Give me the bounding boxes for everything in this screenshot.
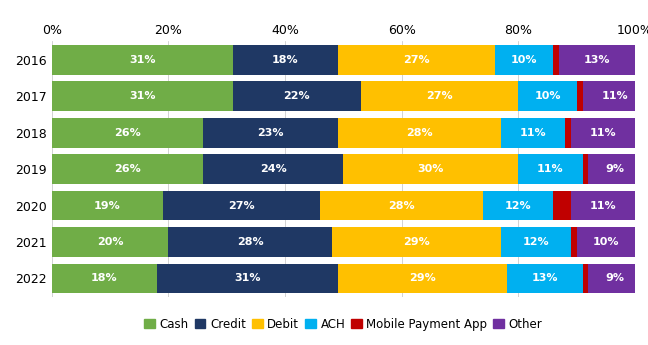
Bar <box>52 81 233 111</box>
Bar <box>52 190 163 220</box>
Bar <box>577 227 635 257</box>
Text: 29%: 29% <box>403 237 430 247</box>
Text: 24%: 24% <box>260 164 287 174</box>
Bar <box>52 118 203 148</box>
Bar <box>338 264 507 293</box>
Bar <box>168 227 332 257</box>
Bar <box>338 118 501 148</box>
Text: 19%: 19% <box>94 200 121 210</box>
Bar <box>52 154 203 184</box>
Bar <box>52 227 168 257</box>
Bar <box>332 227 501 257</box>
Text: 23%: 23% <box>257 128 284 138</box>
Bar <box>233 81 361 111</box>
Text: 28%: 28% <box>406 128 433 138</box>
Text: 12%: 12% <box>505 200 532 210</box>
Text: 11%: 11% <box>601 91 628 101</box>
Text: 13%: 13% <box>584 55 610 65</box>
Text: 10%: 10% <box>511 55 537 65</box>
Bar <box>507 264 583 293</box>
Text: 11%: 11% <box>590 128 616 138</box>
Text: 26%: 26% <box>114 128 141 138</box>
Bar <box>553 190 571 220</box>
Bar <box>338 45 495 75</box>
Bar <box>518 154 583 184</box>
Bar <box>583 264 588 293</box>
Bar <box>203 118 338 148</box>
Text: 22%: 22% <box>283 91 310 101</box>
Legend: Cash, Credit, Debit, ACH, Mobile Payment App, Other: Cash, Credit, Debit, ACH, Mobile Payment… <box>140 313 547 335</box>
Bar <box>361 81 518 111</box>
Text: 10%: 10% <box>535 91 561 101</box>
Bar <box>559 45 635 75</box>
Bar <box>571 118 635 148</box>
Text: 31%: 31% <box>129 55 156 65</box>
Bar <box>553 45 559 75</box>
Bar <box>163 190 320 220</box>
Bar <box>583 154 588 184</box>
Text: 28%: 28% <box>237 237 264 247</box>
Text: 12%: 12% <box>522 237 550 247</box>
Text: 26%: 26% <box>114 164 141 174</box>
Text: 11%: 11% <box>590 200 616 210</box>
Text: 11%: 11% <box>537 164 564 174</box>
Bar <box>233 45 338 75</box>
Bar <box>571 190 635 220</box>
Text: 18%: 18% <box>91 274 118 284</box>
Text: 27%: 27% <box>228 200 255 210</box>
Bar <box>501 227 571 257</box>
Bar <box>203 154 343 184</box>
Text: 9%: 9% <box>605 164 624 174</box>
Text: 31%: 31% <box>234 274 260 284</box>
Bar <box>583 81 647 111</box>
Text: 11%: 11% <box>520 128 546 138</box>
Bar <box>501 118 565 148</box>
Text: 30%: 30% <box>418 164 444 174</box>
Bar <box>588 264 641 293</box>
Bar <box>577 81 583 111</box>
Bar <box>52 45 233 75</box>
Text: 9%: 9% <box>605 274 624 284</box>
Bar <box>565 118 571 148</box>
Text: 20%: 20% <box>97 237 123 247</box>
Text: 18%: 18% <box>272 55 299 65</box>
Text: 10%: 10% <box>593 237 619 247</box>
Bar <box>343 154 518 184</box>
Bar <box>320 190 483 220</box>
Bar <box>518 81 577 111</box>
Text: 29%: 29% <box>409 274 435 284</box>
Bar <box>495 45 553 75</box>
Text: 13%: 13% <box>531 274 558 284</box>
Bar <box>52 264 157 293</box>
Bar <box>157 264 338 293</box>
Text: 27%: 27% <box>403 55 430 65</box>
Text: 28%: 28% <box>388 200 415 210</box>
Text: 31%: 31% <box>129 91 156 101</box>
Text: 27%: 27% <box>426 91 453 101</box>
Bar <box>588 154 641 184</box>
Bar <box>571 227 577 257</box>
Bar <box>483 190 553 220</box>
